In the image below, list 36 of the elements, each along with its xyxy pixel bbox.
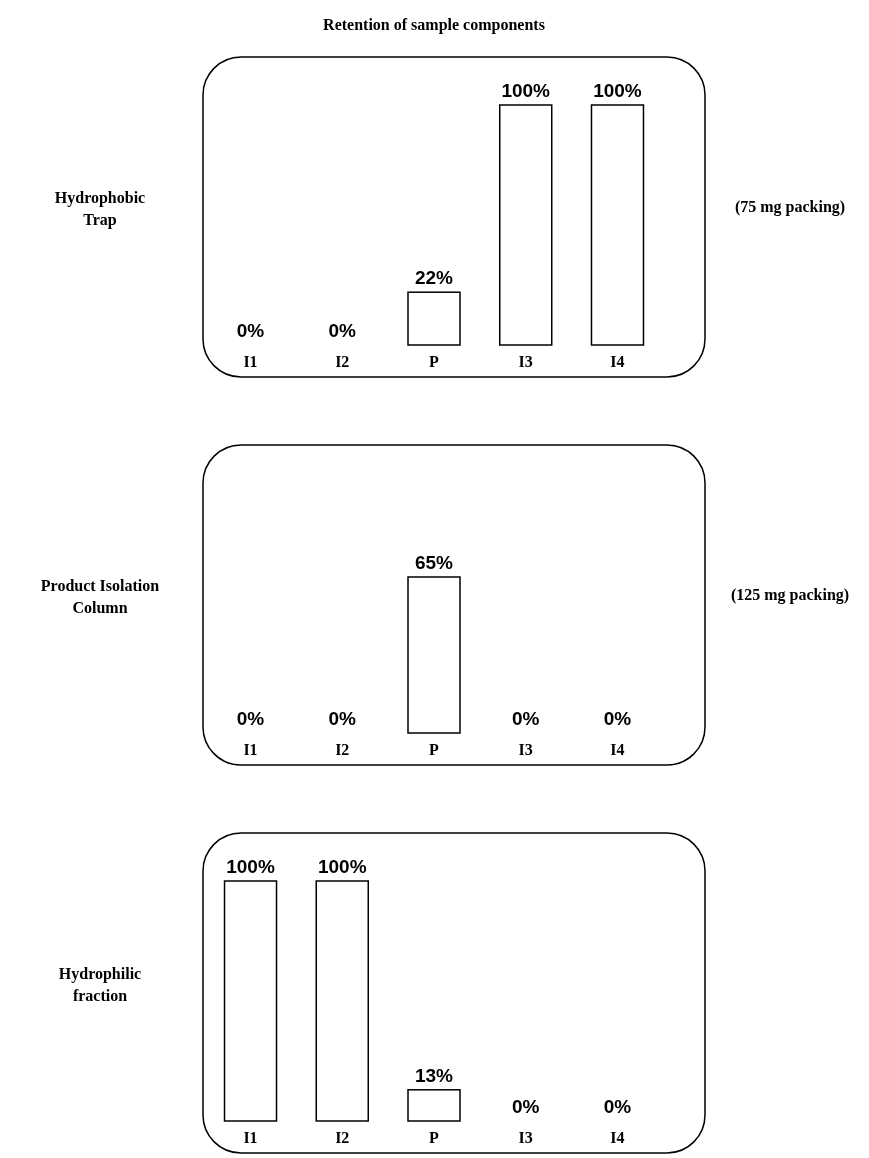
x-tick-label: I2 [335, 1129, 350, 1146]
x-tick-label: I1 [243, 353, 258, 370]
data-label: 0% [603, 1096, 632, 1117]
data-label: 0% [236, 320, 265, 341]
data-label: 100% [501, 80, 551, 101]
x-tick-label: I3 [518, 353, 533, 370]
data-label: 100% [317, 856, 367, 877]
y-axis-title: Hydrophilic fraction [58, 965, 142, 1004]
y-axis-title: Hydrophobic Trap [54, 189, 146, 229]
x-tick-label: I1 [243, 741, 258, 758]
x-tick-label: P [429, 741, 440, 758]
data-label: 0% [328, 708, 357, 729]
y-axis-title: Product Isolation Column [40, 577, 160, 616]
data-label: 100% [593, 80, 642, 101]
data-label: 0% [236, 708, 265, 729]
x-tick-label: I1 [243, 1129, 258, 1146]
data-label: 0% [512, 1096, 540, 1117]
chart-title: Retention of sample components [323, 16, 545, 34]
text: (75 mg packing) [734, 198, 846, 216]
data-label: 22% [414, 267, 454, 289]
data-label: 0% [512, 708, 540, 729]
x-tick-label: I3 [518, 1129, 533, 1146]
text: (125 mg packing) [730, 586, 850, 604]
x-tick-label: I4 [610, 1129, 625, 1146]
data-label: 0% [603, 708, 632, 729]
data-label: 65% [414, 552, 454, 573]
x-tick-label: I3 [518, 741, 533, 758]
x-tick-label: I2 [335, 353, 350, 370]
x-tick-label: P [429, 353, 440, 370]
x-tick-label: P [429, 1129, 440, 1146]
data-label: 100% [226, 856, 275, 877]
x-tick-label: I4 [610, 353, 625, 370]
data-label: 13% [414, 1064, 454, 1086]
data-label: 0% [328, 320, 357, 341]
x-tick-label: I2 [335, 741, 350, 758]
x-tick-label: I4 [610, 741, 625, 758]
